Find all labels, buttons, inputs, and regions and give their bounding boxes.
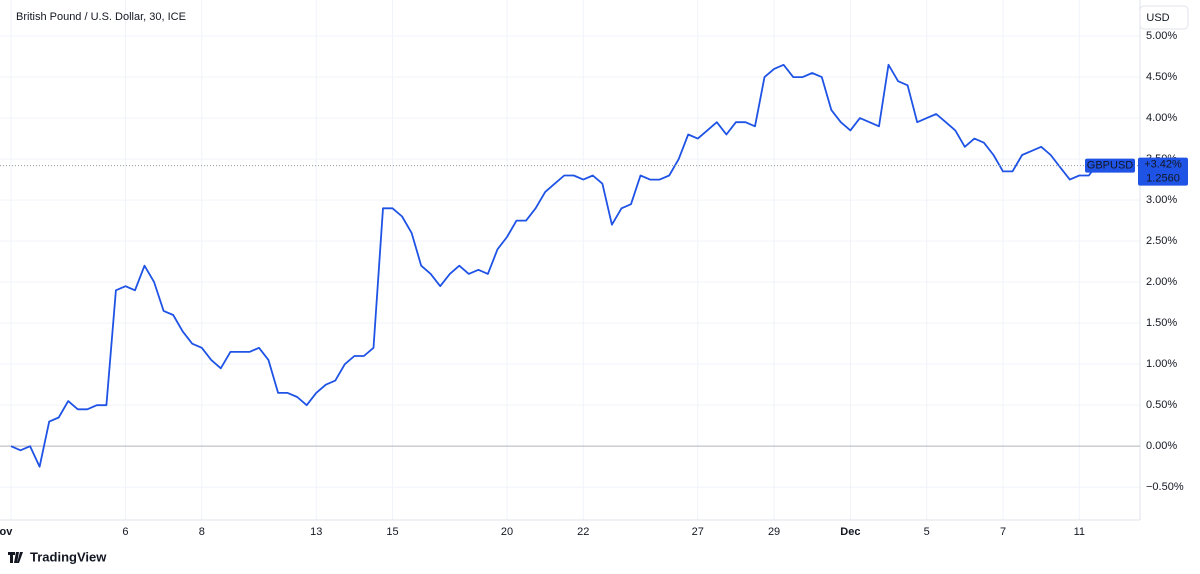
x-tick-label: 29: [768, 526, 780, 538]
chart-title: British Pound / U.S. Dollar, 30, ICE: [16, 11, 186, 23]
x-tick-label: Dec: [840, 526, 860, 538]
x-tick-label: 6: [122, 526, 128, 538]
y-tick-label: 0.50%: [1146, 399, 1177, 411]
currency-button[interactable]: [1139, 5, 1189, 30]
x-tick-label: 5: [924, 526, 930, 538]
y-tick-label: 1.50%: [1146, 317, 1177, 329]
last-price: 1.2560: [1146, 173, 1180, 185]
x-tick-label: 20: [501, 526, 513, 538]
series-name: GBPUSD: [1087, 160, 1134, 172]
brand-logo: [8, 552, 23, 563]
x-tick-label: 15: [386, 526, 398, 538]
price-line: [10, 63, 1128, 468]
y-tick-label: 5.00%: [1146, 30, 1177, 42]
x-tick-label: 8: [199, 526, 205, 538]
y-tick-label: 4.50%: [1146, 71, 1177, 83]
brand: TradingView: [30, 549, 107, 564]
x-tick-label: 27: [692, 526, 704, 538]
y-tick-label: 1.00%: [1146, 358, 1177, 370]
x-tick-label: 22: [577, 526, 589, 538]
series-name-badge: [1085, 158, 1135, 173]
y-tick-label: 3.00%: [1146, 194, 1177, 206]
x-tick-label: 13: [310, 526, 322, 538]
y-tick-label: 4.00%: [1146, 112, 1177, 124]
x-tick-label: 11: [1074, 526, 1085, 538]
last-change: +3.42%: [1144, 159, 1182, 171]
y-tick-label: 0.00%: [1146, 440, 1177, 452]
y-tick-label: −0.50%: [1146, 481, 1184, 493]
y-tick-label: 2.50%: [1146, 235, 1177, 247]
grid: [0, 0, 1140, 520]
x-tick-label: 7: [1000, 526, 1006, 538]
currency-label[interactable]: USD: [1146, 12, 1169, 24]
x-tick-label: Nov: [0, 526, 13, 538]
y-tick-label: 2.00%: [1146, 276, 1177, 288]
last-value-badge: [1138, 157, 1188, 186]
